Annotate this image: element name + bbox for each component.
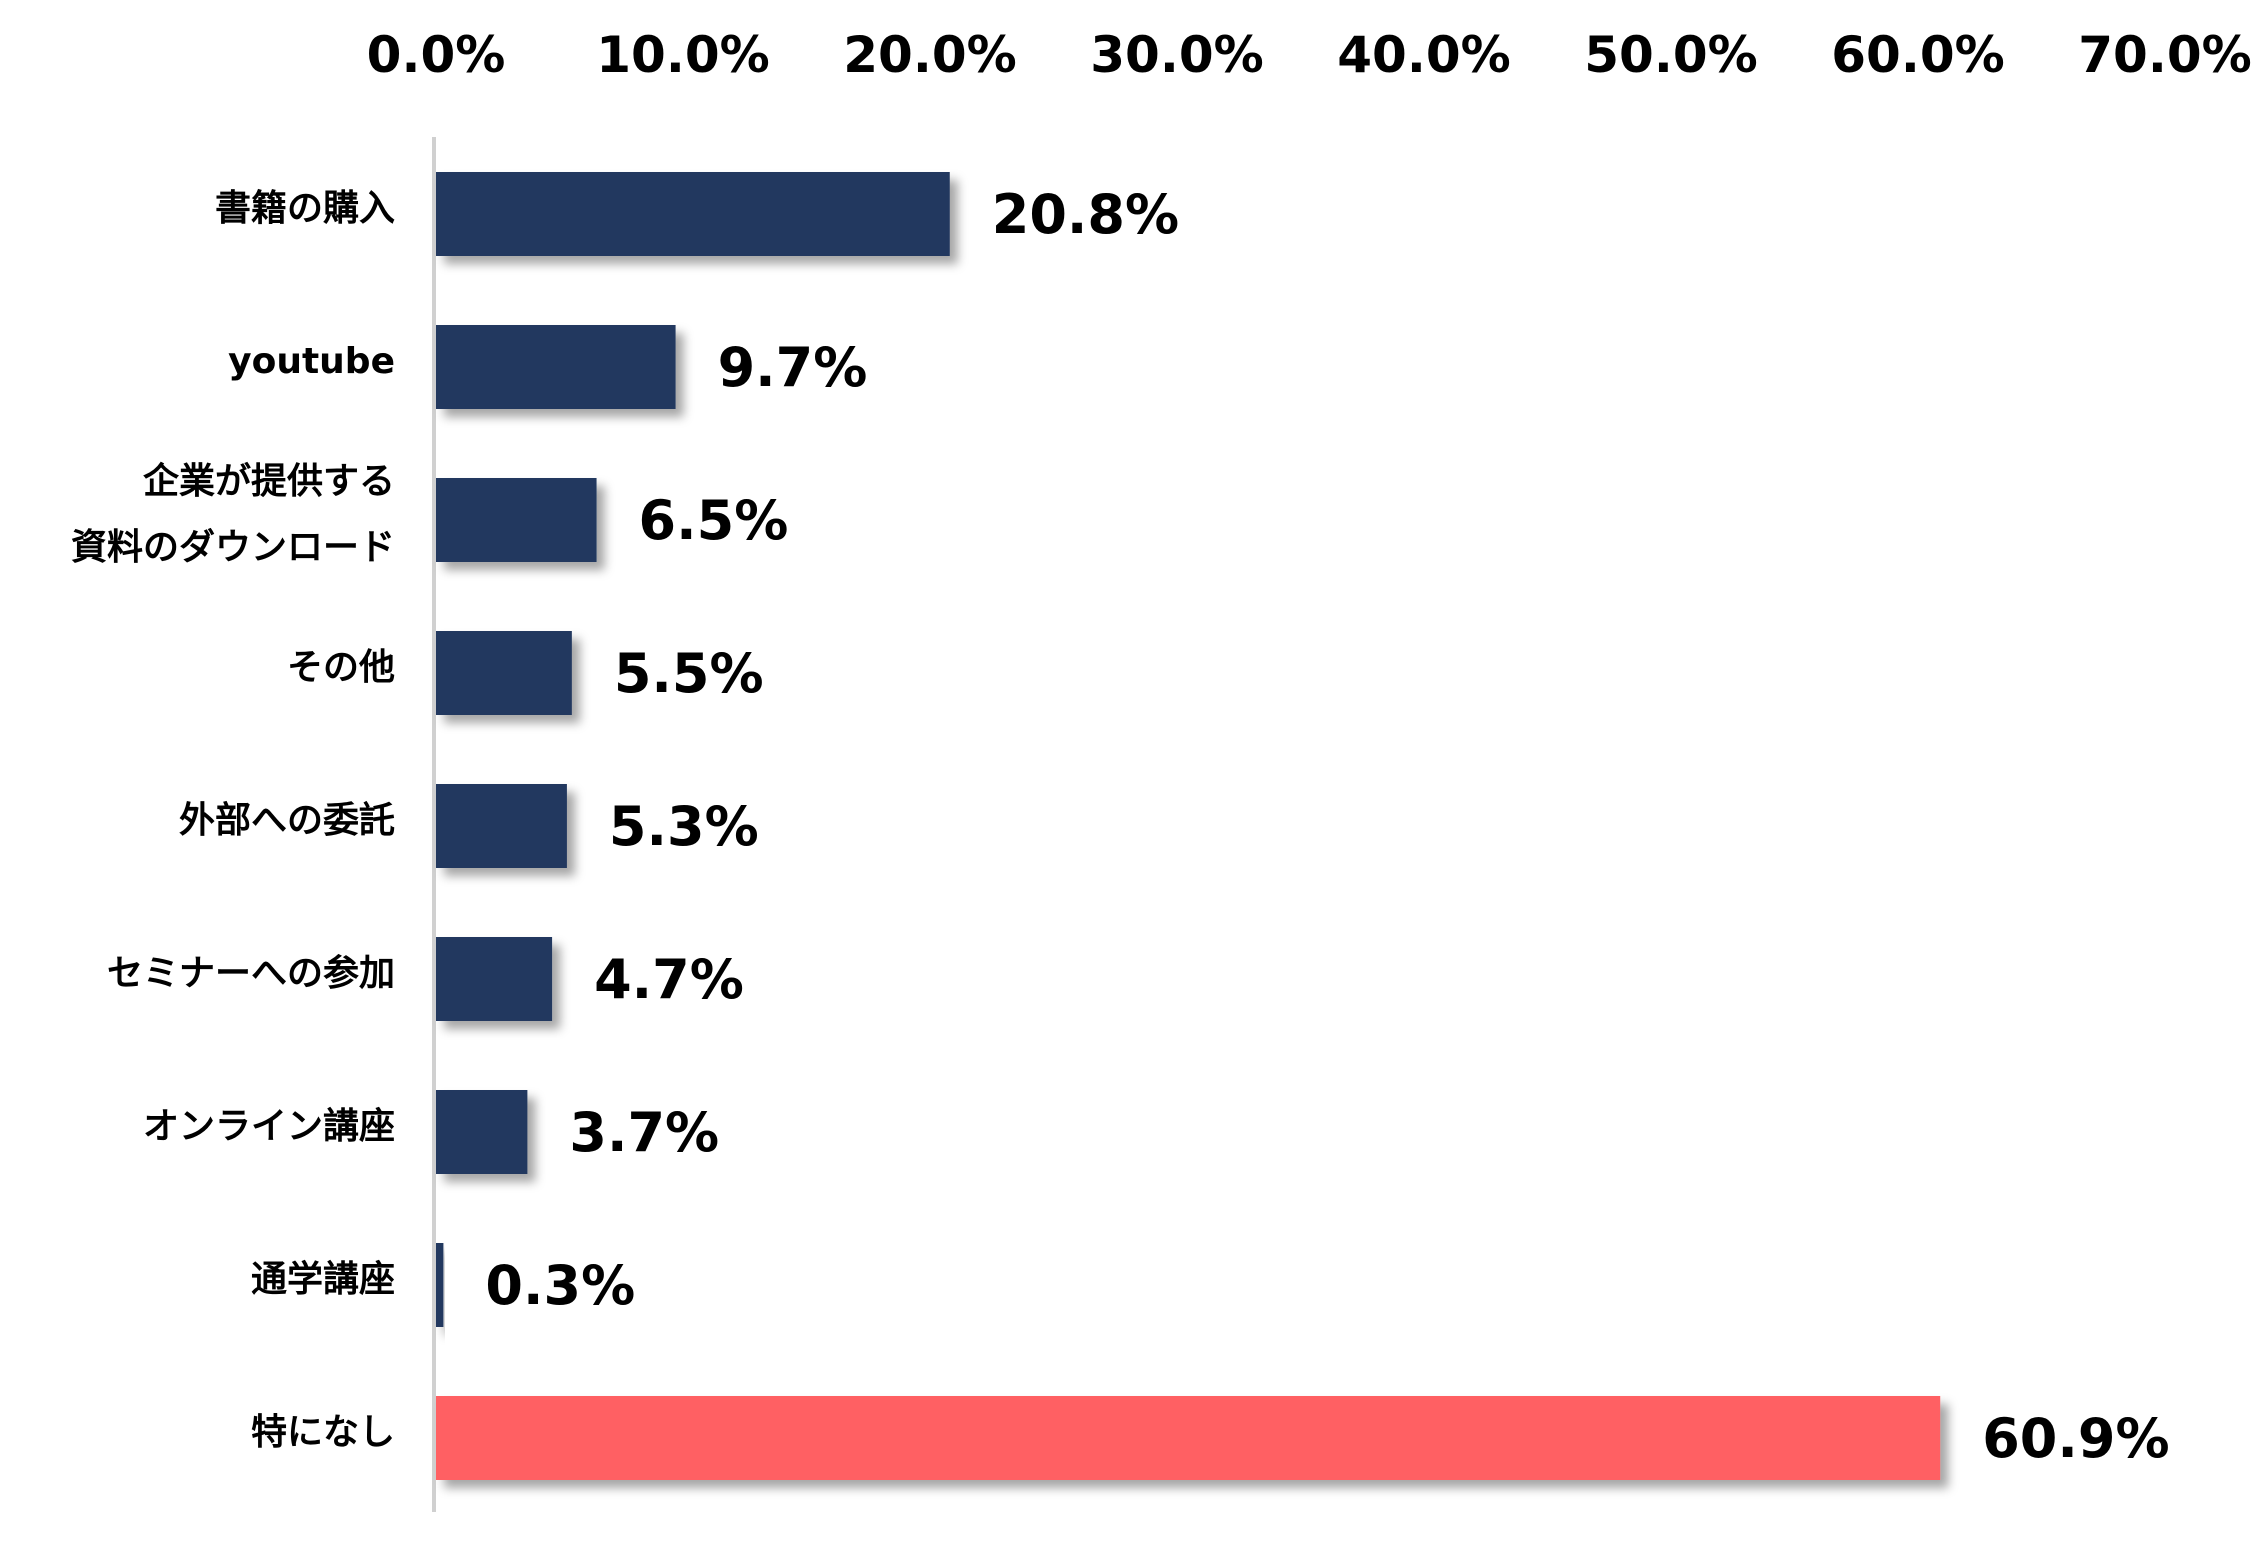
x-axis-tick-labels: 0.0% 10.0% 20.0% 30.0% 40.0% 50.0% 60.0% 70.0% xyxy=(367,26,2252,84)
value-label: 6.5% xyxy=(639,489,789,552)
bar xyxy=(436,172,950,256)
x-tick-label: 0.0% xyxy=(367,26,506,84)
category-label: セミナーへの参加 xyxy=(107,953,395,994)
bars xyxy=(436,172,1941,1480)
value-label: 5.3% xyxy=(609,795,759,858)
category-label: 通学講座 xyxy=(251,1258,395,1300)
category-labels: 書籍の購入 youtube 企業が提供する資料のダウンロードその他外部への委託セミナ… xyxy=(71,188,395,1453)
category-label: 企業が提供する xyxy=(143,460,395,502)
x-tick-label: 10.0% xyxy=(596,26,769,84)
value-labels: 20.8% 9.7% 6.5% 5.5% 5.3% 4.7% 3.7% 0.3% 60.9% xyxy=(485,183,2169,1470)
value-label: 20.8% xyxy=(992,183,1179,246)
bar xyxy=(436,1090,528,1174)
x-tick-label: 20.0% xyxy=(843,26,1016,84)
x-tick-label: 70.0% xyxy=(2078,26,2251,84)
category-label: 書籍の購入 xyxy=(215,188,395,229)
category-label: その他 xyxy=(287,647,395,688)
category-label: youtube xyxy=(228,341,395,382)
bar xyxy=(436,478,597,562)
value-label: 60.9% xyxy=(1982,1407,2169,1470)
bar xyxy=(436,325,676,409)
value-label: 5.5% xyxy=(614,642,764,705)
bar xyxy=(436,784,567,868)
value-label: 3.7% xyxy=(569,1101,719,1164)
category-label: 資料のダウンロード xyxy=(71,527,395,568)
category-label: オンライン講座 xyxy=(143,1105,395,1147)
value-label: 9.7% xyxy=(718,336,868,399)
value-label: 4.7% xyxy=(594,948,744,1011)
bar xyxy=(436,1396,1941,1480)
category-label: 特になし xyxy=(251,1412,395,1453)
x-tick-label: 60.0% xyxy=(1831,26,2004,84)
value-label: 0.3% xyxy=(485,1254,635,1317)
bar xyxy=(436,937,553,1021)
bar xyxy=(436,1243,444,1327)
x-tick-label: 40.0% xyxy=(1337,26,1510,84)
x-tick-label: 50.0% xyxy=(1584,26,1757,84)
bar xyxy=(436,631,572,715)
category-label: 外部への委託 xyxy=(179,800,395,841)
x-tick-label: 30.0% xyxy=(1090,26,1263,84)
